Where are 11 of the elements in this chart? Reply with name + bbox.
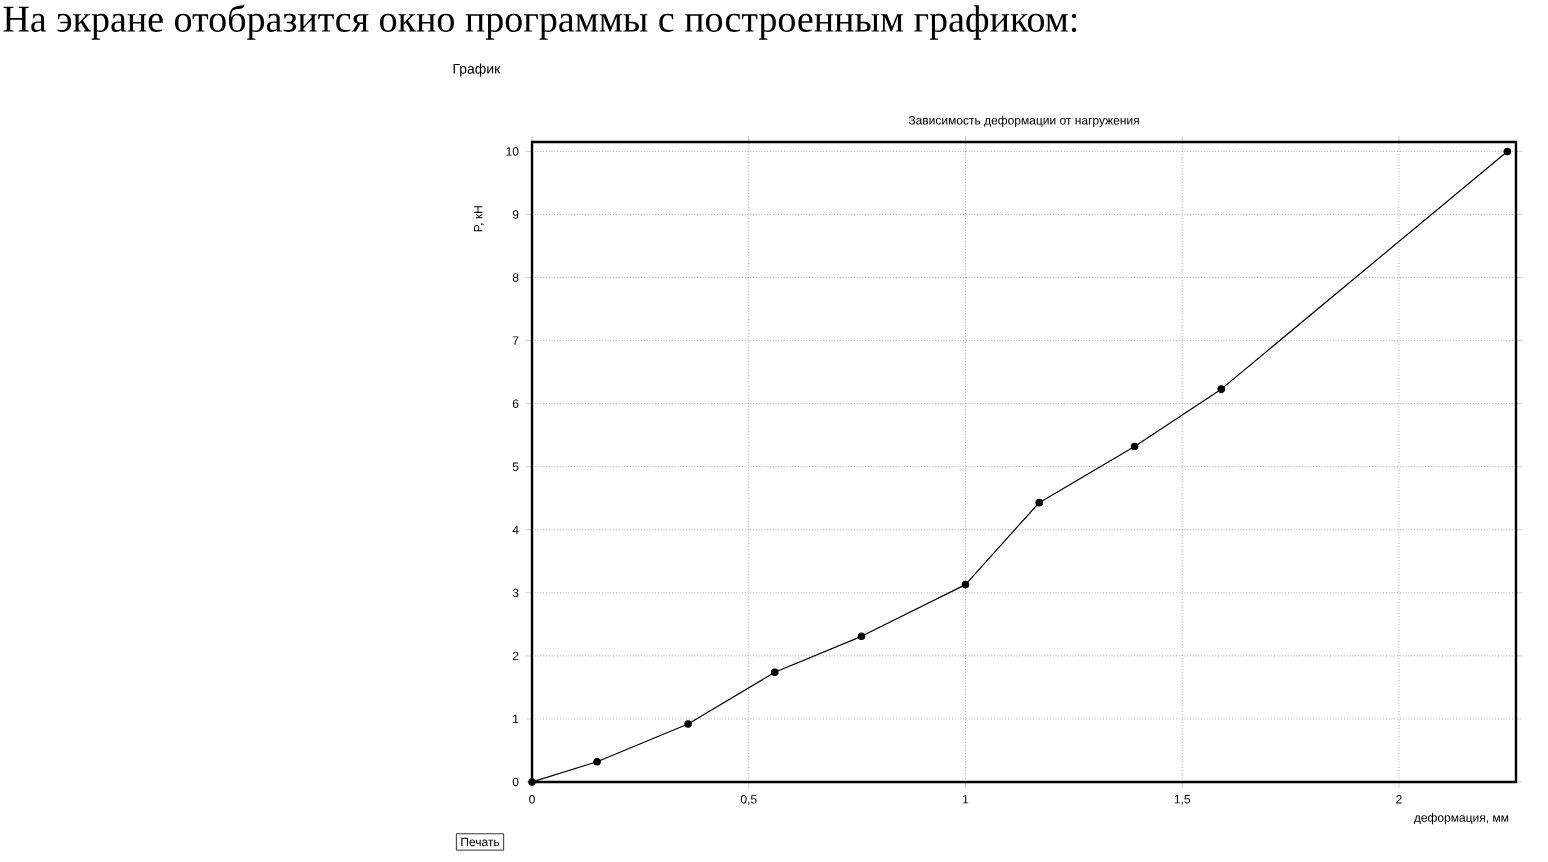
point	[1503, 147, 1512, 156]
point	[593, 758, 601, 766]
point	[684, 720, 692, 728]
point	[1035, 498, 1043, 507]
point	[1217, 385, 1226, 393]
point	[770, 668, 779, 677]
point	[961, 580, 970, 589]
point	[528, 778, 536, 786]
point	[857, 632, 866, 641]
text: На экране отобразится окно программы с построенным графиком:	[3, 4, 1077, 40]
point	[1130, 442, 1139, 451]
